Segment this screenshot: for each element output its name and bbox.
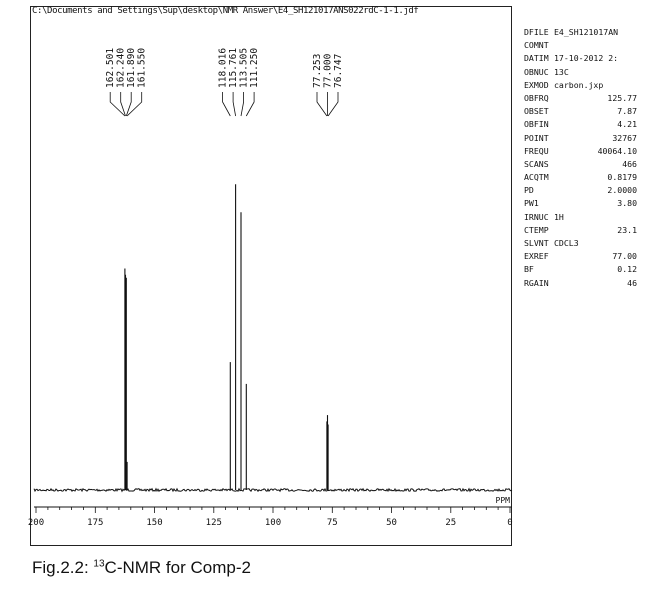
x-tick-label: 150 [146, 518, 162, 528]
param-row: POINT 32767 [524, 132, 649, 145]
param-value: CDCL3 [554, 238, 579, 248]
param-value: carbon.jxp [554, 79, 604, 90]
x-axis-label: PPM [496, 496, 511, 505]
x-tick-label: 50 [386, 518, 397, 528]
peak-label: 77.253 [312, 54, 323, 88]
x-tick-label: 125 [206, 518, 222, 528]
peak-connector [240, 92, 244, 117]
param-key: OBFIN [524, 119, 549, 130]
param-key: EXMOD [524, 79, 549, 90]
param-value: 17-10-2012 2: [554, 53, 619, 64]
param-value: 466 [622, 158, 637, 169]
peak-connector [109, 92, 126, 117]
param-key: BF [524, 264, 534, 275]
param-key: OBSET [524, 106, 549, 117]
param-value: 77.00 [612, 251, 637, 262]
param-row: SLVNT CDCL3 [524, 237, 649, 250]
peak-connector [232, 92, 236, 117]
param-key: DFILE [524, 27, 549, 37]
param-value: E4_SH121017AN [554, 27, 619, 37]
param-value: 7.87 [617, 106, 637, 117]
param-key: SLVNT [524, 238, 549, 248]
param-value: 46 [627, 277, 637, 288]
peak-label: 77.000 [323, 53, 334, 88]
param-row: PW1 3.80 [524, 197, 649, 210]
param-row: BF 0.12 [524, 263, 649, 276]
param-row: OBFIN 4.21 [524, 118, 649, 131]
param-key: PW1 [524, 198, 539, 209]
baseline-noise [33, 487, 513, 493]
peak-label: 113.505 [239, 48, 250, 88]
param-key: RGAIN [524, 277, 549, 288]
param-row: EXMOD carbon.jxp [524, 79, 649, 92]
param-row: DFILE E4_SH121017AN [524, 26, 649, 39]
param-value: 0.8179 [607, 172, 637, 183]
param-row: FREQU 40064.10 [524, 145, 649, 158]
peak-label: 115.761 [228, 48, 239, 88]
peak-label: 162.501 [105, 48, 116, 88]
param-key: IRNUC [524, 211, 549, 222]
caption-isotope: 13 [93, 558, 105, 570]
param-value: 2.0000 [607, 185, 637, 196]
file-path: C:\Documents and Settings\Sup\desktop\NM… [32, 6, 419, 16]
param-value: 13C [554, 66, 569, 77]
peak-label: 76.747 [333, 54, 344, 88]
param-key: EXREF [524, 251, 549, 262]
param-key: POINT [524, 132, 549, 143]
peak-label: 111.250 [249, 48, 260, 88]
caption-text: C-NMR for Comp-2 [104, 558, 251, 577]
param-value: 0.12 [617, 264, 637, 275]
param-row: OBSET 7.87 [524, 105, 649, 118]
param-key: ACQTM [524, 172, 549, 183]
peak-label: 162.240 [116, 48, 127, 88]
param-row: SCANS 466 [524, 158, 649, 171]
param-key: OBNUC [524, 66, 549, 77]
param-row: ACQTM 0.8179 [524, 171, 649, 184]
param-value: 4.21 [617, 119, 637, 130]
caption-prefix: Fig.2.2: [32, 558, 94, 577]
peak-label: 161.890 [126, 48, 137, 88]
figure-caption: Fig.2.2: 13C-NMR for Comp-2 [32, 558, 251, 578]
param-value: 40064.10 [597, 145, 637, 156]
param-row: RGAIN 46 [524, 277, 649, 290]
param-row: DATIM 17-10-2012 2: [524, 52, 649, 65]
param-row: COMNT [524, 39, 649, 52]
param-key: DATIM [524, 53, 549, 64]
param-row: EXREF 77.00 [524, 250, 649, 263]
peak-connector [125, 92, 132, 117]
peak-connector [245, 92, 255, 117]
param-row: PD 2.0000 [524, 184, 649, 197]
peak-connector [327, 92, 339, 117]
param-row: OBNUC 13C [524, 66, 649, 79]
param-value: 125.77 [607, 92, 637, 103]
param-value: 1H [554, 211, 564, 222]
peak-connector [222, 92, 231, 117]
param-row: OBFRQ 125.77 [524, 92, 649, 105]
x-tick-label: 25 [445, 518, 456, 528]
peak-connector [126, 92, 143, 117]
peak-connector [316, 92, 328, 117]
param-row: CTEMP 23.1 [524, 224, 649, 237]
param-key: PD [524, 185, 534, 196]
spectrum-frame [30, 6, 512, 546]
param-key: FREQU [524, 145, 549, 156]
param-key: OBFRQ [524, 92, 549, 103]
param-row: IRNUC 1H [524, 211, 649, 224]
x-tick-label: 100 [265, 518, 281, 528]
param-key: SCANS [524, 158, 549, 169]
x-tick-label: 0 [507, 518, 512, 528]
param-key: COMNT [524, 40, 549, 51]
x-tick-label: 75 [327, 518, 338, 528]
peak-label: 161.550 [137, 48, 148, 88]
x-tick-label: 175 [87, 518, 103, 528]
param-value: 3.80 [617, 198, 637, 209]
acquisition-parameters: DFILE E4_SH121017AN COMNT DATIM 17-10-2012 2… [524, 26, 649, 290]
peak-label: 118.016 [218, 48, 229, 88]
param-key: CTEMP [524, 224, 549, 235]
x-tick-label: 200 [28, 518, 44, 528]
peak-connector [120, 92, 126, 117]
param-value: 32767 [612, 132, 637, 143]
param-value: 23.1 [617, 224, 637, 235]
